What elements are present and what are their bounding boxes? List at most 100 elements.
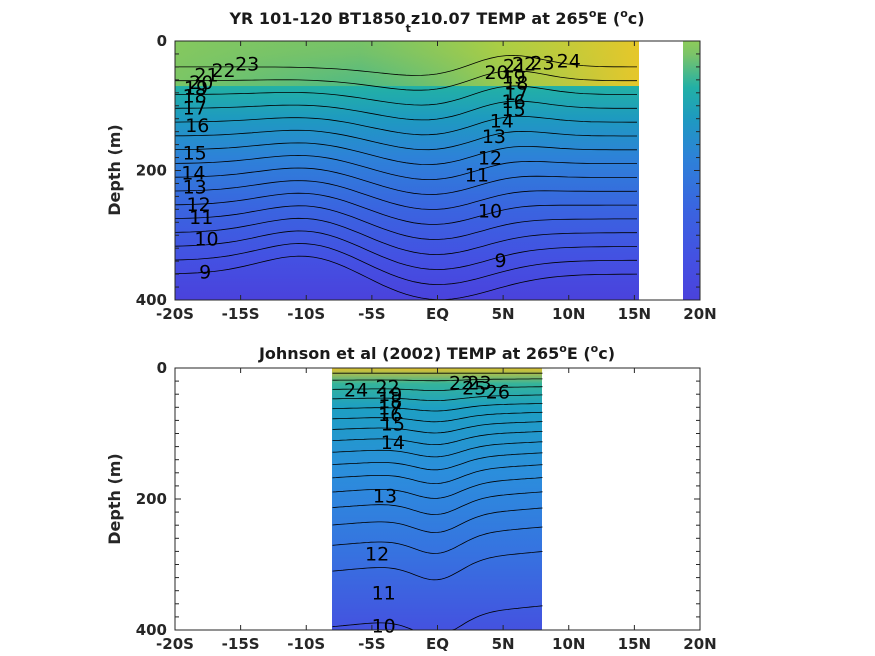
y-tick-label: 400 xyxy=(136,291,167,309)
isotherm-10 xyxy=(332,605,543,630)
isotherm-15 xyxy=(332,477,543,499)
x-ticks-2: -20S -15S -10S -5S EQ 5N 10N 15N 20N xyxy=(156,368,717,653)
contour-label: 10 xyxy=(478,201,502,223)
contour-label: 17 xyxy=(504,83,528,105)
contour-label: 13 xyxy=(482,126,506,148)
contour-label: 21 xyxy=(503,56,527,78)
contour-label: 18 xyxy=(183,85,207,107)
y-axis-label-2: Depth (m) xyxy=(105,453,124,545)
contour-label: 20 xyxy=(484,62,508,84)
contour-label: 14 xyxy=(381,432,405,454)
isotherm-16 xyxy=(332,464,543,485)
isotherm-21 xyxy=(175,100,637,121)
x-tick-label: 20N xyxy=(683,305,716,323)
contour-label: 12 xyxy=(365,543,389,565)
isotherm-20 xyxy=(175,115,637,136)
contour-label: 17 xyxy=(183,98,207,120)
contour-label: 24 xyxy=(344,380,368,402)
contour-label: 18 xyxy=(378,391,402,413)
contour-label: 11 xyxy=(372,583,396,605)
isotherm-14 xyxy=(332,491,543,515)
y-tick-label: 200 xyxy=(136,490,167,508)
contour-label: 22 xyxy=(449,372,473,394)
contour-label: 9 xyxy=(199,262,211,284)
contour-label: 23 xyxy=(530,52,554,74)
contour-labels-1: 2322212019181716151413121110924232221201… xyxy=(181,50,581,283)
temperature-field-1 xyxy=(175,41,700,300)
y-ticks-2: 0 200 400 xyxy=(136,359,700,639)
contour-label: 22 xyxy=(512,54,536,76)
isotherm-19 xyxy=(175,129,637,151)
isotherm-23 xyxy=(175,70,637,91)
contour-label: 13 xyxy=(183,177,207,199)
contour-label: 18 xyxy=(504,72,528,94)
contour-label: 26 xyxy=(486,382,510,404)
contour-label: 15 xyxy=(183,142,207,164)
isotherm-13 xyxy=(175,205,637,240)
y-tick-label: 200 xyxy=(136,162,167,180)
temperature-field-2 xyxy=(330,368,560,630)
contour-label: 19 xyxy=(378,384,402,406)
contour-label: 22 xyxy=(376,376,400,398)
contour-label: 19 xyxy=(184,78,208,100)
isotherm-16 xyxy=(175,167,637,195)
contour-label: 12 xyxy=(187,194,211,216)
isotherm-18 xyxy=(175,142,637,166)
isotherm-12 xyxy=(332,526,543,554)
contour-label: 24 xyxy=(557,50,581,72)
y-tick-label: 400 xyxy=(136,621,167,639)
x-tick-label: EQ xyxy=(426,305,449,323)
contour-label: 25 xyxy=(462,378,486,400)
x-tick-label: -10S xyxy=(287,305,325,323)
y-axis-label-1: Depth (m) xyxy=(105,124,124,216)
x-tick-label: 10N xyxy=(552,305,585,323)
contour-label: 23 xyxy=(467,372,491,394)
y-tick-label: 0 xyxy=(157,359,167,377)
contour-label: 17 xyxy=(378,397,402,419)
isotherm-23 xyxy=(332,394,543,401)
x-tick-label: 15N xyxy=(618,635,651,653)
contour-label: 21 xyxy=(194,65,218,87)
contour-label: 23 xyxy=(235,54,259,76)
contour-label: 22 xyxy=(211,60,235,82)
chart-title-2: Johnson et al (2002) TEMP at 265oE (oc) xyxy=(258,342,615,363)
contour-label: 9 xyxy=(494,250,506,272)
isotherm-22 xyxy=(175,85,637,106)
x-tick-label: -15S xyxy=(222,305,260,323)
x-tick-label: -10S xyxy=(287,635,325,653)
isotherm-22 xyxy=(332,403,543,412)
contour-label: 16 xyxy=(378,404,402,426)
y-ticks-1: 0 200 400 xyxy=(136,32,700,309)
x-tick-label: 5N xyxy=(492,635,515,653)
isotherm-24 xyxy=(175,54,637,76)
x-tick-label: 5N xyxy=(492,305,515,323)
isotherm-13 xyxy=(332,507,543,533)
contour-label: 14 xyxy=(181,162,205,184)
contour-label: 10 xyxy=(194,228,218,250)
contour-label: 10 xyxy=(372,615,396,637)
x-tick-label: EQ xyxy=(426,635,449,653)
chart-title-1: YR 101-120 BT1850tz10.07 TEMP at 265oE (… xyxy=(228,7,644,35)
contour-label: 11 xyxy=(465,164,489,186)
isotherm-18 xyxy=(332,441,543,458)
isotherm-9 xyxy=(175,255,638,300)
x-tick-label: -15S xyxy=(222,635,260,653)
x-tick-label: 20N xyxy=(683,635,716,653)
contour-label: 16 xyxy=(502,91,526,113)
x-tick-label: -5S xyxy=(358,305,385,323)
contour-label: 15 xyxy=(381,414,405,436)
isotherm-20 xyxy=(332,421,543,434)
x-tick-label: 10N xyxy=(552,635,585,653)
x-tick-label: -20S xyxy=(156,635,194,653)
isotherm-12 xyxy=(175,217,637,255)
contour-label: 13 xyxy=(373,486,397,508)
isotherm-17 xyxy=(175,154,637,181)
x-tick-label: -5S xyxy=(358,635,385,653)
isotherm-19 xyxy=(332,431,543,445)
contour-label: 20 xyxy=(189,72,213,94)
isotherm-21 xyxy=(332,411,543,423)
isotherm-14 xyxy=(175,192,637,225)
